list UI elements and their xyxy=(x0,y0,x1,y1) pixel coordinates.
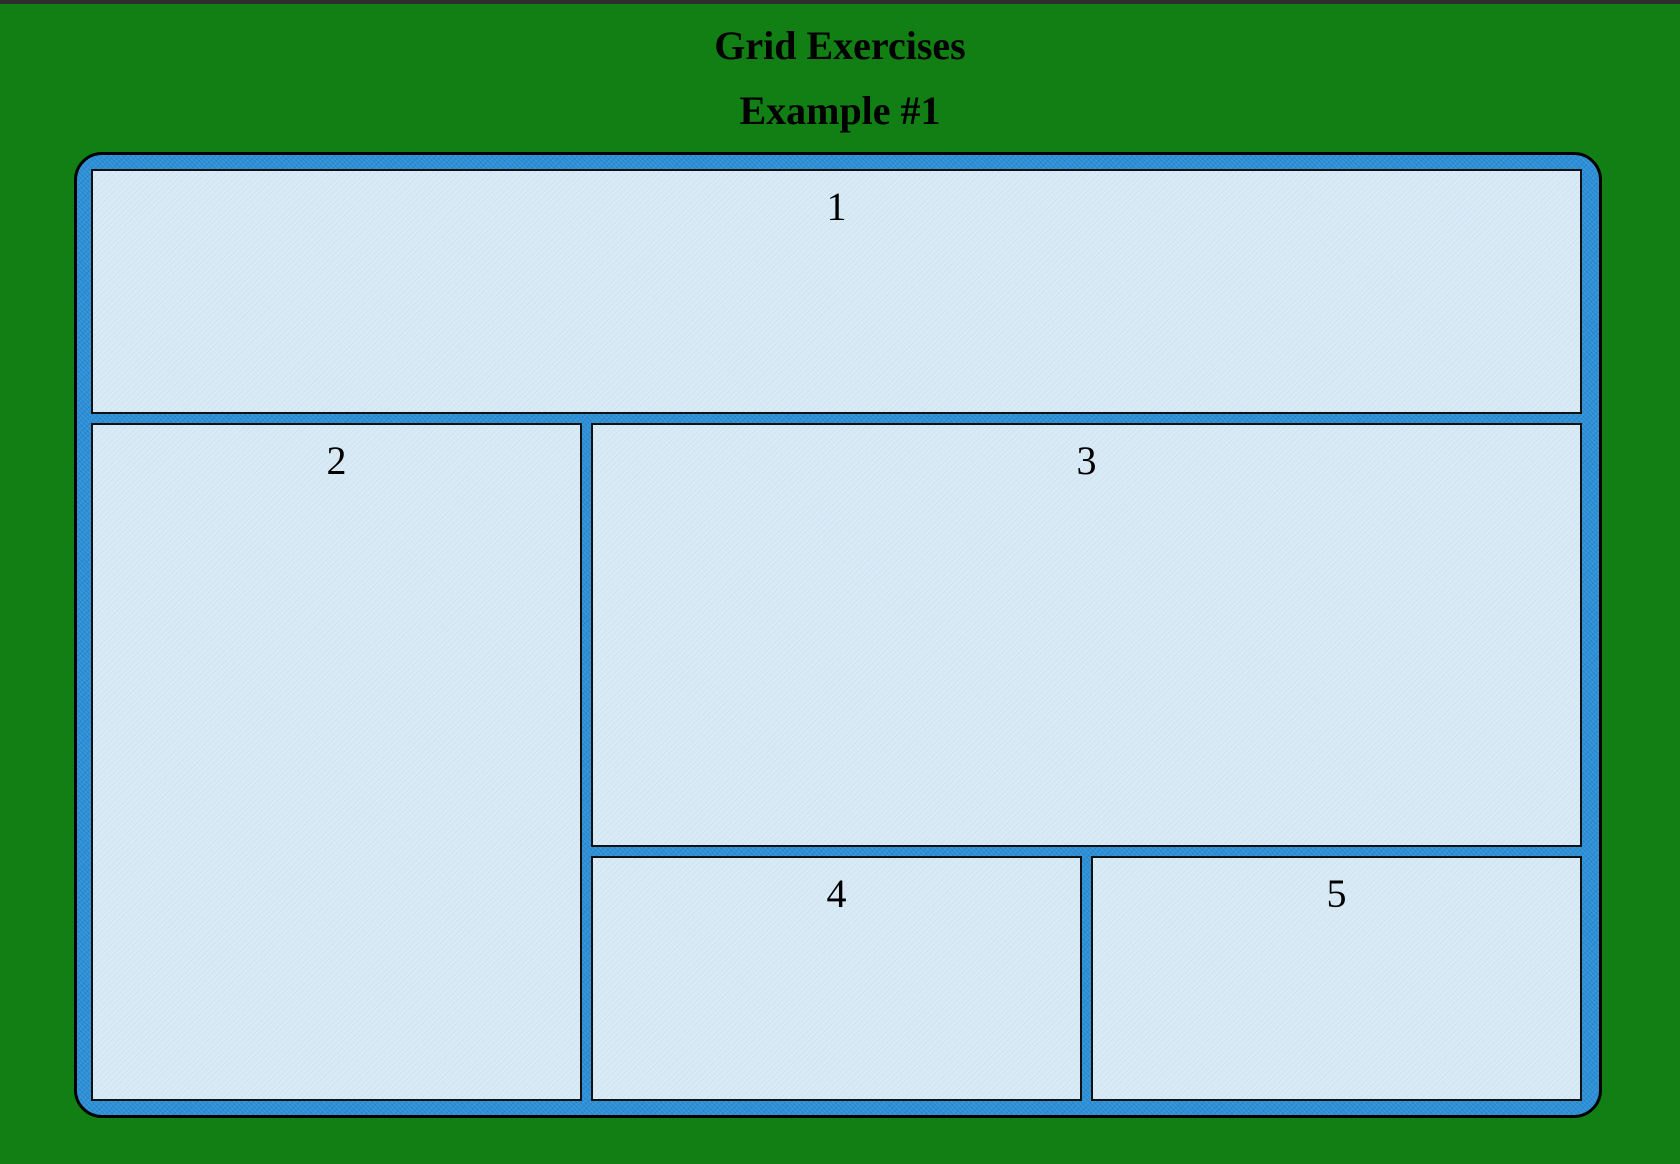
grid-cell-1: 1 xyxy=(91,169,1582,414)
page-title: Grid Exercises xyxy=(714,23,966,68)
grid-cell-5: 5 xyxy=(1091,856,1582,1101)
grid-cell-3: 3 xyxy=(591,423,1582,847)
grid-cell-2: 2 xyxy=(91,423,582,1101)
grid-cell-4: 4 xyxy=(591,856,1082,1101)
page-subtitle: Example #1 xyxy=(739,88,941,133)
grid-container: 1 2 3 4 5 xyxy=(74,152,1602,1118)
